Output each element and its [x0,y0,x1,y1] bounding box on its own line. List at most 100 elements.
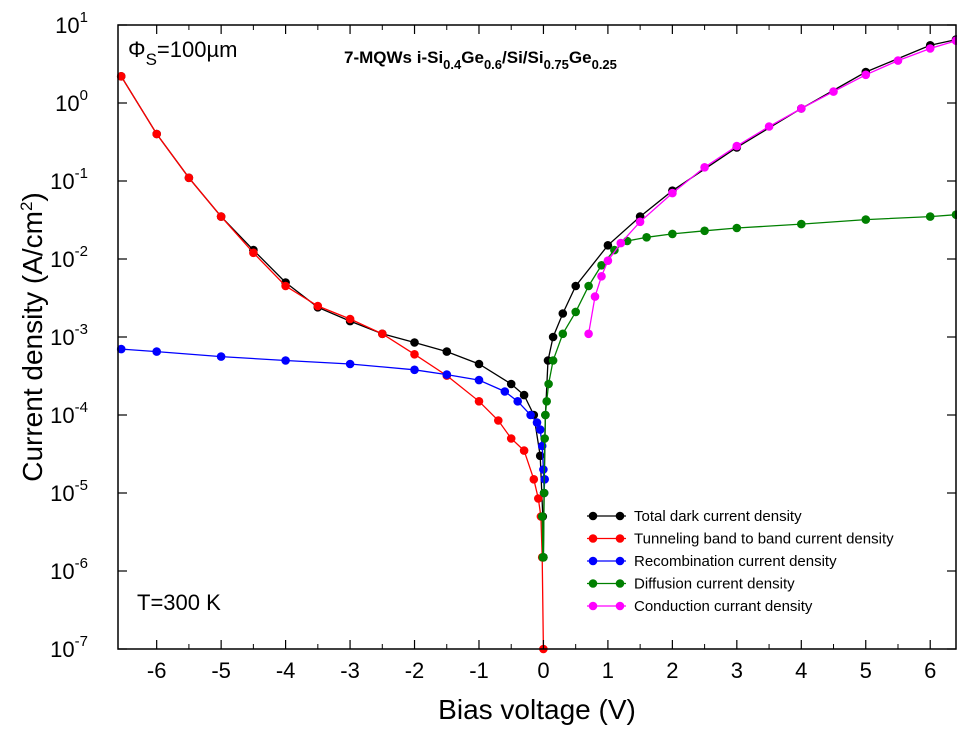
y-tick-label: 10-2 [50,243,88,272]
data-point [542,397,551,406]
legend-marker [588,511,598,521]
data-point [519,446,529,455]
series-conduction-currant-density [584,36,957,339]
data-point [544,379,553,389]
data-point [500,387,510,396]
data-point [925,212,935,221]
data-point [732,141,742,151]
legend-marker [615,579,625,588]
data-point [668,229,677,239]
legend-marker [615,534,625,543]
legend-label: Tunneling band to band current density [634,531,894,548]
data-point [700,226,709,236]
data-point [548,332,558,342]
data-point [345,359,355,369]
data-point [152,129,161,139]
data-point [410,338,419,347]
series-line [121,348,546,494]
legend-marker [588,556,598,566]
legend-label: Conduction currant density [634,598,813,615]
data-point [539,553,548,562]
y-tick-label: 10-1 [50,165,88,194]
data-point [540,434,549,443]
series-recombination-current-density [116,344,549,498]
data-point [541,410,550,420]
legend-label: Diffusion current density [634,576,795,593]
data-point [474,375,484,385]
data-point [797,219,806,229]
series-total-dark-current-density [116,35,957,562]
data-point [925,44,935,53]
data-point [534,494,543,503]
data-point [116,72,126,81]
legend-marker [588,601,598,611]
data-point [519,390,529,400]
x-tick-label: -4 [276,658,296,683]
data-point [378,329,387,339]
x-tick-label: -3 [340,658,360,683]
data-point [494,416,503,425]
x-tick-label: 1 [602,658,614,683]
data-point [281,356,290,365]
data-point [548,356,558,365]
data-point [184,173,194,183]
data-point [249,248,258,258]
data-point [603,256,613,266]
data-point [642,233,651,242]
x-tick-label: -6 [147,658,167,683]
structure-title: 7-MQWs i-Si0.4Ge0.6/Si/Si0.75Ge0.25 [344,48,617,72]
data-point [597,261,606,270]
y-tick-label: 10-3 [50,321,88,350]
data-point [216,352,226,361]
data-point [558,309,568,318]
data-point [152,347,161,356]
data-point [535,425,545,434]
x-tick-label: 3 [731,658,743,683]
data-point [410,365,419,375]
data-point [345,314,355,324]
data-point [281,281,290,291]
data-point [584,281,593,291]
legend-marker [588,579,598,588]
data-point [590,292,600,301]
legend: Total dark current density Tunneling band… [587,508,894,615]
data-point [442,370,452,379]
data-point [526,410,535,420]
data-point [571,281,580,291]
x-tick-label: 0 [537,658,549,683]
data-point [474,359,484,369]
data-point [513,397,522,406]
y-axis: 101 100 10-1 10-2 10-3 10-4 10-5 10-6 10-7 [50,9,956,662]
data-point [539,488,549,498]
legend-marker [615,511,625,521]
data-point [797,104,806,113]
y-tick-label: 101 [55,9,88,38]
series-line [120,38,957,558]
data-point [732,223,742,233]
data-point [313,301,323,311]
data-point [584,329,593,339]
x-axis: -6 -5 -4 -3 -2 -1 0 1 2 3 4 5 6 [147,25,936,683]
data-point [116,344,126,354]
data-point [216,212,226,221]
data-point [532,418,542,427]
data-point [506,379,516,389]
data-point [616,238,626,248]
legend-marker [588,534,598,543]
data-point [539,465,548,474]
data-point [537,512,547,521]
data-point [764,122,774,131]
data-point [861,215,871,224]
data-point [571,307,580,317]
temperature-annotation: T=300 K [137,590,221,615]
legend-marker [615,556,625,566]
data-point [506,434,516,443]
x-axis-title: Bias voltage (V) [438,694,636,725]
x-tick-label: -1 [469,658,489,683]
data-point [700,163,709,172]
y-tick-label: 10-5 [50,477,88,506]
data-point [558,329,568,339]
x-tick-label: -2 [405,658,425,683]
spot-size-annotation: ΦS=100µm [128,37,237,69]
